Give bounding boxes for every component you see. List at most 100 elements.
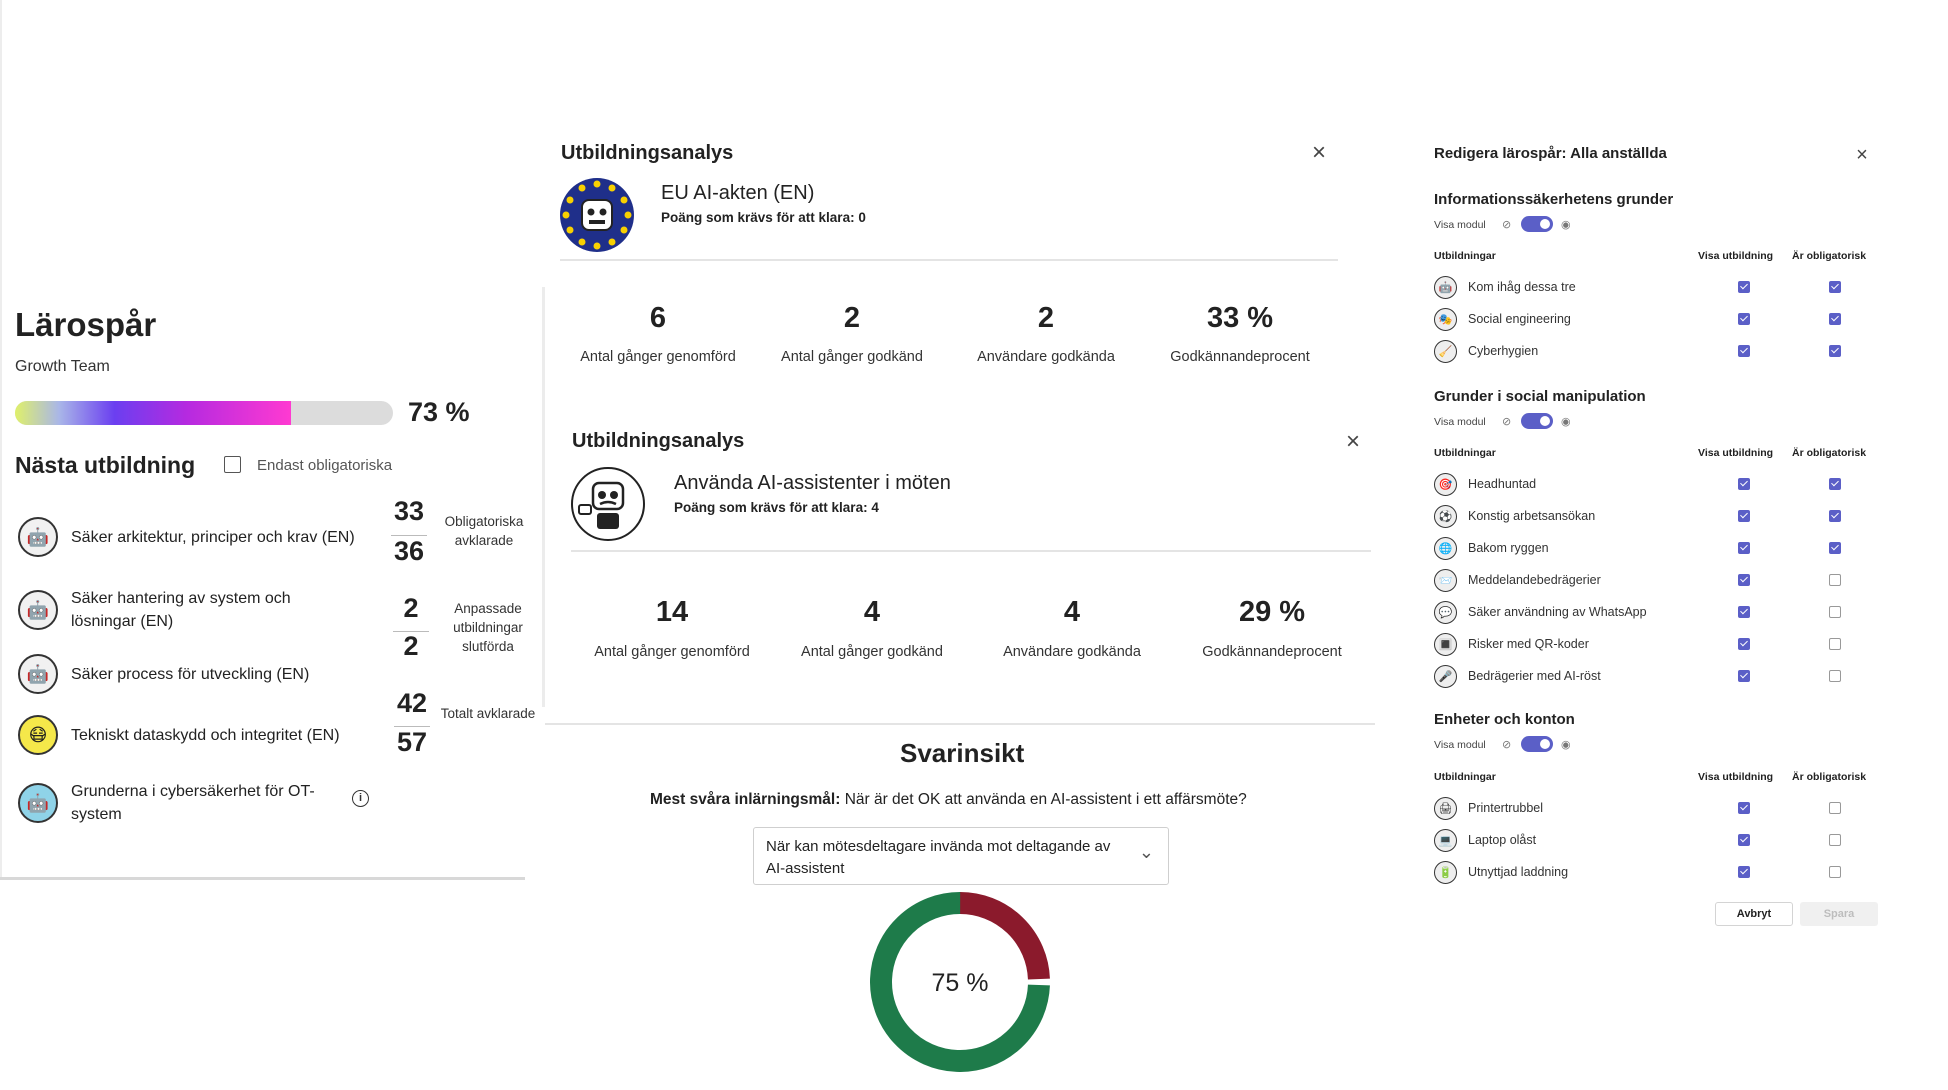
training-label: Konstig arbetsansökan [1468, 509, 1596, 523]
stat-label: Användare godkända [977, 349, 1115, 365]
training-label: Kom ihåg dessa tre [1468, 280, 1576, 294]
stat-times-completed: 6 [649, 302, 667, 334]
stat-label: Antal gånger godkänd [801, 644, 943, 660]
course-item[interactable]: 🤖 Säker hantering av system och lösninga… [18, 587, 356, 633]
course-label: Säker hantering av system och lösningar … [71, 590, 291, 630]
col-head-mandatory: Är obligatorisk [1792, 771, 1867, 783]
training-label: Utnyttjad laddning [1468, 865, 1569, 879]
show-checkbox[interactable] [1738, 313, 1750, 325]
col-head-show: Visa utbildning [1698, 447, 1774, 459]
mandatory-checkbox[interactable] [1829, 542, 1841, 554]
eye-icon: ◉ [1561, 416, 1571, 428]
stat-divider [393, 631, 429, 632]
module-toggle[interactable] [1521, 736, 1553, 752]
show-checkbox[interactable] [1738, 281, 1750, 293]
insight-title: Svarinsikt [900, 738, 1025, 768]
training-icon: 🌐 [1434, 537, 1457, 560]
module-title: Grunder i social manipulation [1434, 388, 1646, 405]
show-checkbox[interactable] [1738, 478, 1750, 490]
visa-modul-label: Visa modul [1434, 219, 1486, 231]
divider [542, 287, 545, 707]
training-icon: 📨 [1434, 569, 1457, 592]
course-item[interactable]: 😷 Tekniskt dataskydd och integritet (EN) [18, 715, 356, 755]
save-button[interactable]: Spara [1800, 902, 1878, 926]
col-head-show: Visa utbildning [1698, 771, 1774, 783]
course-item[interactable]: 🤖 Säker process för utveckling (EN) [18, 654, 356, 694]
mandatory-checkbox[interactable] [1829, 606, 1841, 618]
module-toggle[interactable] [1521, 413, 1553, 429]
close-icon[interactable]: × [1856, 144, 1868, 166]
course-item[interactable]: 🤖 Grunderna i cybersäkerhet för OT-syste… [18, 780, 331, 826]
training-label: Headhuntad [1468, 477, 1537, 491]
divider [545, 723, 1375, 725]
stat-mandatory-total: 36 [393, 536, 425, 566]
mandatory-checkbox[interactable] [1829, 834, 1841, 846]
mandatory-checkbox[interactable] [1829, 281, 1841, 293]
mandatory-checkbox[interactable] [1829, 313, 1841, 325]
donut-label: 75 % [932, 969, 989, 997]
show-checkbox[interactable] [1738, 542, 1750, 554]
learning-path-panel [0, 0, 530, 880]
close-icon[interactable]: × [1311, 139, 1326, 166]
training-icon: 🖨 [1434, 797, 1457, 820]
divider [0, 877, 525, 880]
stat-label: Anpassade utbildningar slutförda [453, 601, 523, 654]
robot-avatar-icon: 🤖 [18, 654, 58, 694]
course-label: Tekniskt dataskydd och integritet (EN) [71, 726, 340, 744]
training-icon: 💻 [1434, 829, 1457, 852]
mandatory-only-label[interactable]: Endast obligatoriska [257, 457, 393, 474]
page-title: Lärospår [15, 306, 157, 343]
training-label: Bakom ryggen [1468, 541, 1549, 555]
visa-modul-label: Visa modul [1434, 739, 1486, 751]
show-checkbox[interactable] [1738, 574, 1750, 586]
robot-avatar-icon: 🤖 [18, 517, 58, 557]
eu-robot-avatar [560, 178, 634, 252]
stat-label: Totalt avklarade [440, 706, 536, 721]
show-checkbox[interactable] [1738, 638, 1750, 650]
show-checkbox[interactable] [1738, 345, 1750, 357]
mandatory-checkbox[interactable] [1829, 574, 1841, 586]
show-checkbox[interactable] [1738, 670, 1750, 682]
stat-pass-rate: 33 % [1206, 302, 1274, 334]
stat-label: Antal gånger genomförd [580, 349, 736, 365]
pass-requirement: Poäng som krävs för att klara: 4 [674, 500, 879, 515]
show-checkbox[interactable] [1738, 510, 1750, 522]
mandatory-checkbox[interactable] [1829, 866, 1841, 878]
mandatory-checkbox[interactable] [1829, 478, 1841, 490]
training-icon: 🔳 [1434, 633, 1457, 656]
info-icon[interactable]: i [352, 790, 369, 807]
training-icon: ⚽ [1434, 505, 1457, 528]
training-label: Säker användning av WhatsApp [1468, 605, 1647, 619]
divider [560, 259, 1338, 261]
stat-total-all: 57 [396, 727, 428, 757]
show-checkbox[interactable] [1738, 802, 1750, 814]
show-checkbox[interactable] [1738, 866, 1750, 878]
mandatory-checkbox[interactable] [1829, 510, 1841, 522]
col-head-trainings: Utbildningar [1434, 250, 1496, 262]
objective-dropdown[interactable]: När kan mötesdeltagare invända mot delta… [753, 827, 1169, 885]
training-icon: 💬 [1434, 601, 1457, 624]
mandatory-checkbox[interactable] [1829, 638, 1841, 650]
team-name: Growth Team [15, 358, 110, 375]
training-label: Printertrubbel [1468, 801, 1544, 815]
visa-modul-label: Visa modul [1434, 416, 1486, 428]
mandatory-checkbox[interactable] [1829, 802, 1841, 814]
divider [571, 550, 1371, 552]
course-item[interactable]: 🤖 Säker arkitektur, principer och krav (… [18, 517, 356, 557]
mandatory-only-checkbox[interactable] [224, 456, 241, 473]
robot-avatar-icon: 🤖 [18, 590, 58, 630]
hardest-objective-label: Mest svåra inlärningsmål: [650, 791, 841, 808]
cancel-button[interactable]: Avbryt [1715, 902, 1793, 926]
col-head-mandatory: Är obligatorisk [1792, 447, 1867, 459]
eye-icon: ◉ [1561, 739, 1571, 751]
show-checkbox[interactable] [1738, 606, 1750, 618]
close-icon[interactable]: × [1345, 428, 1360, 455]
progress-percent: 73 % [408, 397, 470, 427]
training-label: Meddelandebedrägerier [1468, 573, 1601, 587]
module-toggle[interactable] [1521, 216, 1553, 232]
show-checkbox[interactable] [1738, 834, 1750, 846]
eye-off-icon: ⊘ [1502, 416, 1512, 428]
mandatory-checkbox[interactable] [1829, 670, 1841, 682]
stat-divider [391, 535, 427, 536]
mandatory-checkbox[interactable] [1829, 345, 1841, 357]
